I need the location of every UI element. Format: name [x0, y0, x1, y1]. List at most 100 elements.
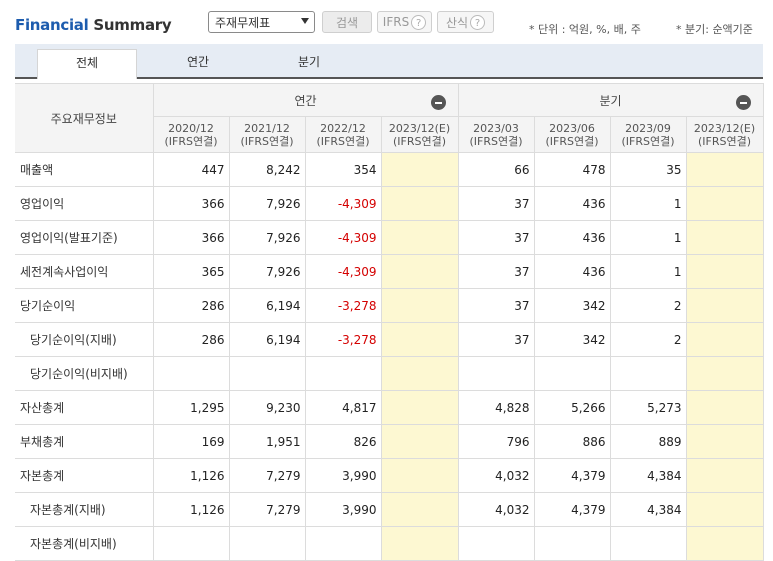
table-cell	[457, 526, 535, 561]
column-header: 2023/03 (IFRS연결)	[457, 116, 535, 153]
table-row: 부채총계 169 1,951 826 796 886 889	[15, 424, 764, 459]
column-period: 2023/12(E)	[693, 121, 756, 135]
annual-group-label: 연간	[294, 93, 317, 108]
table-cell: -4,309	[304, 220, 382, 255]
table-cell	[380, 390, 459, 425]
row-label[interactable]: 매출액	[15, 152, 154, 187]
table-cell	[380, 322, 459, 357]
column-header: 2023/12(E) (IFRS연결)	[685, 116, 764, 153]
table-cell: 889	[609, 424, 687, 459]
table-cell: 9,230	[228, 390, 306, 425]
row-label[interactable]: 당기순이익(지배)	[15, 322, 154, 357]
table-cell: 6,194	[228, 322, 306, 357]
table-row: 세전계속사업이익 365 7,926 -4,309 37 436 1	[15, 254, 764, 289]
tab-all[interactable]: 전체	[37, 49, 137, 79]
table-cell	[685, 390, 764, 425]
row-label[interactable]: 자본총계	[15, 458, 154, 493]
row-label[interactable]: 자본총계(비지배)	[15, 526, 154, 561]
table-cell	[685, 492, 764, 527]
table-cell: 4,817	[304, 390, 382, 425]
table-cell: 7,926	[228, 186, 306, 221]
row-label[interactable]: 부채총계	[15, 424, 154, 459]
table-cell: 5,266	[533, 390, 611, 425]
table-cell: 436	[533, 254, 611, 289]
table-cell: 7,926	[228, 254, 306, 289]
column-header: 2020/12 (IFRS연결)	[152, 116, 230, 153]
column-period: 2023/09	[625, 121, 671, 135]
table-cell: 365	[152, 254, 230, 289]
row-label[interactable]: 당기순이익(비지배)	[15, 356, 154, 391]
table-cell	[685, 254, 764, 289]
table-cell: 37	[457, 322, 535, 357]
table-cell: 1	[609, 220, 687, 255]
column-basis: (IFRS연결)	[316, 134, 370, 148]
period-tabs: 전체 연간 분기	[15, 44, 763, 79]
table-cell	[609, 356, 687, 391]
statement-type-select[interactable]: 주재무제표	[208, 11, 315, 33]
table-row: 영업이익(발표기준) 366 7,926 -4,309 37 436 1	[15, 220, 764, 255]
corner-header: 주요재무정보	[15, 83, 154, 153]
table-row: 영업이익 366 7,926 -4,309 37 436 1	[15, 186, 764, 221]
column-header: 2023/06 (IFRS연결)	[533, 116, 611, 153]
column-period: 2023/03	[473, 121, 519, 135]
row-label[interactable]: 자산총계	[15, 390, 154, 425]
table-cell: 436	[533, 186, 611, 221]
table-cell	[457, 356, 535, 391]
table-cell: 3,990	[304, 458, 382, 493]
table-cell: 2	[609, 288, 687, 323]
chevron-down-icon	[301, 18, 309, 24]
section-title: Financial Summary	[15, 16, 172, 34]
table-cell: 37	[457, 220, 535, 255]
column-header: 2023/12(E) (IFRS연결)	[380, 116, 459, 153]
formula-help-button[interactable]: 산식 ?	[437, 11, 494, 33]
column-period: 2021/12	[244, 121, 290, 135]
table-cell	[380, 254, 459, 289]
table-cell	[380, 424, 459, 459]
collapse-annual-icon[interactable]	[430, 95, 446, 110]
column-basis: (IFRS연결)	[697, 134, 752, 148]
row-label[interactable]: 영업이익	[15, 186, 154, 221]
row-label[interactable]: 세전계속사업이익	[15, 254, 154, 289]
table-row: 자본총계 1,126 7,279 3,990 4,032 4,379 4,384	[15, 458, 764, 493]
table-cell: 1,126	[152, 492, 230, 527]
table-cell: 35	[609, 152, 687, 187]
table-cell	[533, 526, 611, 561]
table-cell	[533, 356, 611, 391]
tab-annual[interactable]: 연간	[186, 55, 210, 69]
table-cell: 4,828	[457, 390, 535, 425]
table-row: 자산총계 1,295 9,230 4,817 4,828 5,266 5,273	[15, 390, 764, 425]
table-cell: -3,278	[304, 288, 382, 323]
ifrs-help-button[interactable]: IFRS ?	[377, 11, 432, 33]
tab-quarterly[interactable]: 분기	[297, 55, 321, 69]
table-cell: 2	[609, 322, 687, 357]
column-basis: (IFRS연결)	[545, 134, 599, 148]
table-cell	[685, 220, 764, 255]
column-basis: (IFRS연결)	[392, 134, 447, 148]
collapse-quarter-icon[interactable]	[735, 95, 751, 110]
table-cell: 354	[304, 152, 382, 187]
table-cell: 37	[457, 254, 535, 289]
table-cell: 3,990	[304, 492, 382, 527]
table-cell	[380, 356, 459, 391]
table-cell: 886	[533, 424, 611, 459]
quarter-note: * 분기: 순액기준	[676, 23, 753, 36]
table-cell: 7,279	[228, 492, 306, 527]
table-cell: 1,951	[228, 424, 306, 459]
row-label[interactable]: 자본총계(지배)	[15, 492, 154, 527]
table-cell: 4,384	[609, 492, 687, 527]
row-label[interactable]: 영업이익(발표기준)	[15, 220, 154, 255]
table-cell: 286	[152, 288, 230, 323]
search-button-label: 검색	[335, 15, 359, 30]
search-button[interactable]: 검색	[322, 11, 372, 33]
table-cell: 7,926	[228, 220, 306, 255]
annual-group-header: 연간	[152, 83, 459, 117]
table-cell: 1,126	[152, 458, 230, 493]
table-cell: 366	[152, 220, 230, 255]
table-cell: -4,309	[304, 254, 382, 289]
table-cell: 4,032	[457, 458, 535, 493]
table-row: 자본총계(지배) 1,126 7,279 3,990 4,032 4,379 4,384	[15, 492, 764, 527]
table-cell: 342	[533, 322, 611, 357]
table-cell	[380, 492, 459, 527]
table-cell	[609, 526, 687, 561]
row-label[interactable]: 당기순이익	[15, 288, 154, 323]
